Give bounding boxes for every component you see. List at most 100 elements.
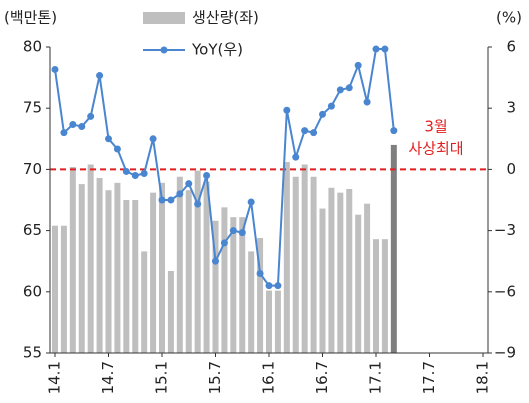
bar	[194, 170, 201, 353]
bar	[69, 166, 76, 353]
line-point	[265, 282, 273, 290]
line-point	[149, 135, 157, 143]
line-point	[158, 196, 166, 204]
line-point	[283, 106, 291, 114]
line-point	[301, 127, 309, 135]
bar	[78, 184, 85, 353]
line-point	[176, 190, 184, 198]
bar	[203, 181, 210, 353]
line-point	[363, 98, 371, 106]
legend-swatch	[143, 12, 185, 24]
bar	[114, 182, 121, 353]
line-point	[354, 61, 362, 69]
bar	[390, 144, 397, 353]
line-point	[327, 102, 335, 110]
x-tick-label: 14.1	[46, 361, 64, 394]
y2-tick-label: −3	[494, 221, 516, 239]
bar	[123, 200, 130, 353]
line-point	[220, 239, 228, 247]
legend-swatch	[160, 46, 168, 54]
y2-axis-label: (%)	[496, 9, 522, 27]
x-tick-label: 15.1	[153, 361, 171, 394]
line-point	[60, 129, 68, 137]
y-tick-label: 75	[23, 99, 42, 117]
line-point	[131, 172, 139, 180]
bar	[292, 176, 299, 353]
line-point	[96, 72, 104, 80]
line-point	[194, 200, 202, 208]
line-point	[381, 45, 389, 53]
line-point	[247, 198, 255, 206]
y2-tick-label: 3	[506, 99, 516, 117]
bar	[310, 176, 317, 353]
bar	[283, 162, 290, 353]
y-axis-label: (백만톤)	[4, 9, 57, 27]
line-point	[274, 282, 282, 290]
bar	[52, 225, 58, 353]
bar	[257, 237, 264, 353]
bar	[328, 187, 335, 353]
line-point	[167, 196, 175, 204]
line-point	[113, 145, 121, 153]
line-point	[69, 121, 77, 129]
bar	[141, 251, 148, 353]
bar	[96, 177, 103, 353]
line-point	[140, 169, 148, 177]
bar	[337, 192, 344, 353]
bar	[132, 200, 139, 353]
line-point	[105, 135, 112, 143]
y2-tick-label: −9	[494, 344, 516, 362]
y-tick-label: 65	[23, 221, 42, 239]
bar	[60, 225, 67, 353]
bar	[346, 188, 353, 353]
bar	[266, 290, 272, 353]
bar	[381, 239, 388, 353]
line-point	[238, 229, 246, 237]
bar	[248, 251, 255, 353]
bar	[159, 182, 165, 353]
line-point	[51, 65, 59, 73]
line-point	[203, 172, 211, 180]
y-tick-label: 70	[23, 160, 42, 178]
y2-tick-label: −6	[494, 282, 516, 300]
legend-label: 생산량(좌)	[192, 9, 259, 27]
bar	[105, 190, 112, 353]
y2-tick-label: 6	[506, 38, 516, 56]
y2-tick-label: 0	[506, 160, 516, 178]
bar	[274, 290, 281, 353]
bar	[167, 270, 174, 353]
y-tick-label: 80	[23, 38, 42, 56]
line-point	[336, 86, 344, 94]
bar	[364, 203, 371, 353]
bar	[150, 192, 157, 353]
bar	[230, 217, 237, 353]
x-tick-label: 15.7	[206, 361, 224, 394]
line-point	[372, 45, 380, 53]
bar	[212, 220, 219, 353]
bar	[221, 207, 228, 353]
legend-label: YoY(우)	[191, 41, 243, 59]
x-tick-label: 14.7	[99, 361, 117, 394]
line-point	[229, 227, 237, 235]
x-tick-label: 16.1	[260, 361, 278, 394]
annotation: 사상최대	[408, 140, 463, 158]
bar	[185, 190, 192, 353]
y-tick-label: 60	[23, 282, 42, 300]
line-point	[78, 123, 86, 131]
line-point	[87, 112, 95, 120]
bar	[355, 214, 362, 353]
line-point	[292, 153, 300, 161]
line-point	[122, 167, 130, 175]
line-point	[319, 110, 326, 118]
line-point	[310, 129, 318, 137]
line-point	[256, 269, 264, 277]
x-tick-label: 17.1	[367, 361, 385, 394]
bar	[176, 176, 183, 353]
bar	[239, 217, 246, 353]
x-tick-label: 16.7	[313, 361, 331, 394]
x-tick-label: 17.7	[420, 361, 438, 394]
line-point	[345, 84, 353, 92]
bar	[87, 164, 94, 353]
bar	[319, 208, 326, 353]
